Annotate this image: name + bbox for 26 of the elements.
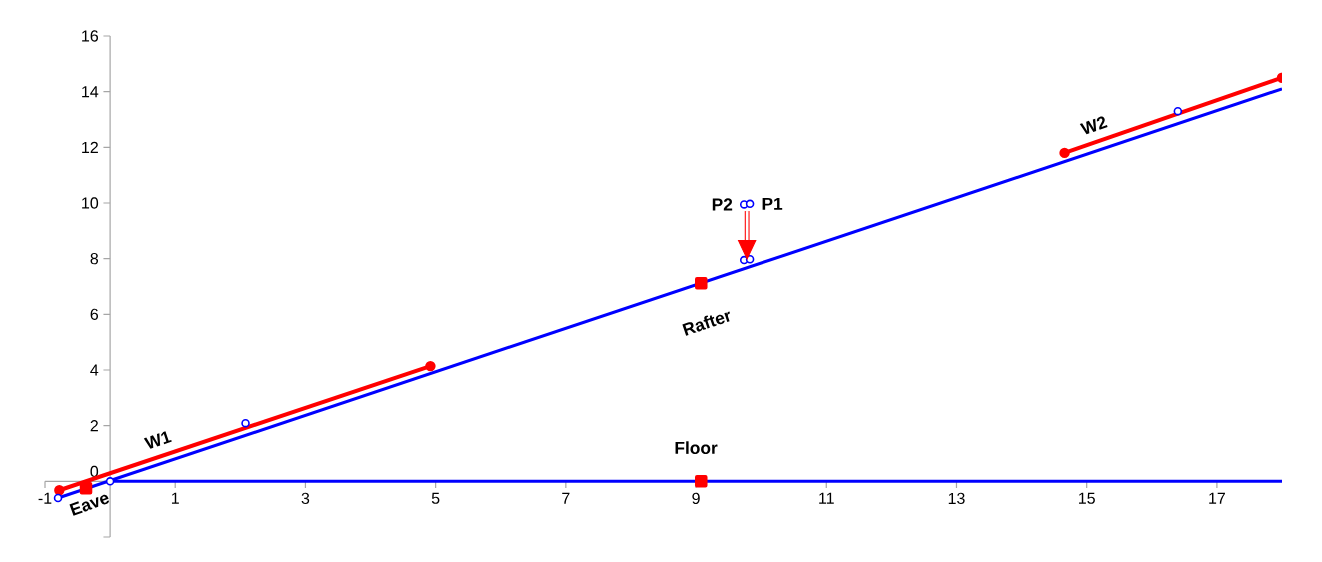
annotation: Eave	[69, 494, 110, 516]
y-tick-label: 10	[82, 197, 99, 209]
y-tick-label: 16	[82, 30, 99, 42]
x-tick-label: 7	[562, 492, 570, 504]
x-tick-label: 17	[1209, 492, 1225, 504]
y-tick-label: 6	[90, 308, 99, 320]
x-tick-label: 1	[171, 492, 179, 504]
x-tick-label: 9	[692, 492, 700, 505]
x-tick-label: 5	[431, 492, 440, 504]
x-tick-label: -1	[38, 492, 52, 504]
y-tick-label: 2	[90, 420, 98, 432]
y-tick-label: 0	[90, 465, 99, 478]
text: Rafter	[682, 311, 731, 336]
annotation: P1	[762, 197, 783, 210]
text: W1	[143, 431, 172, 449]
x-tick-label: 15	[1079, 492, 1095, 504]
y-tick-label: 14	[82, 86, 99, 98]
text: W2	[1079, 116, 1108, 135]
annotation: P2	[712, 198, 733, 211]
x-tick-label: 13	[948, 492, 965, 505]
y-tick-label: 8	[90, 253, 99, 265]
x-tick-label: 3	[301, 492, 310, 505]
y-tick-label: 4	[90, 364, 99, 376]
series-label: Floor	[675, 441, 718, 455]
x-tick-label: 11	[819, 492, 834, 504]
y-tick-label: 12	[82, 141, 98, 153]
